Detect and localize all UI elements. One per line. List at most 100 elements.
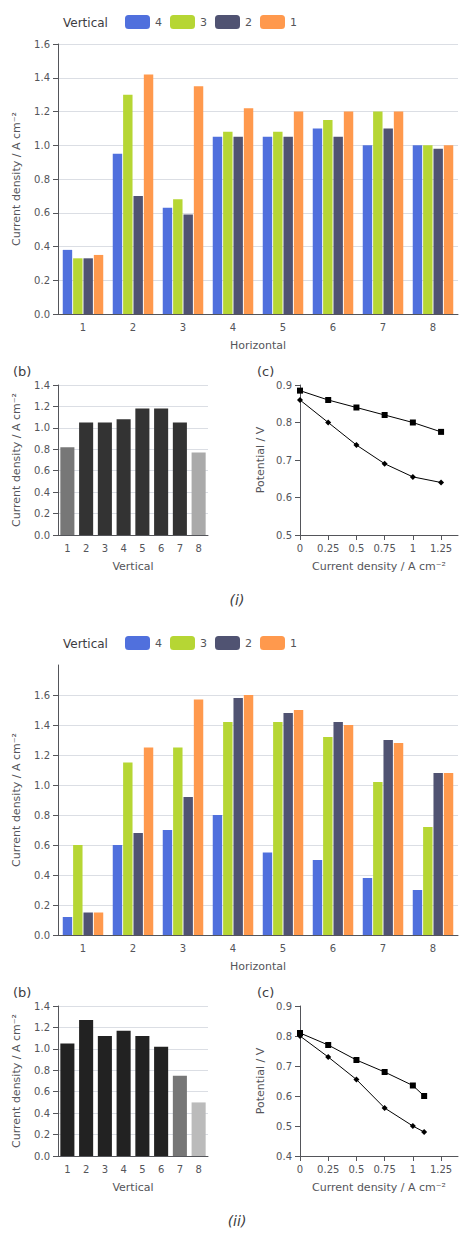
svg-text:0.4: 0.4	[276, 1151, 292, 1162]
svg-text:Current density / A cm⁻²: Current density / A cm⁻²	[10, 1014, 23, 1148]
svg-text:3: 3	[200, 16, 207, 29]
svg-text:0.5: 0.5	[276, 1121, 292, 1132]
svg-text:Vertical: Vertical	[63, 637, 108, 651]
svg-text:5: 5	[139, 543, 145, 554]
svg-text:(c): (c)	[257, 985, 274, 1000]
svg-text:0.0: 0.0	[34, 309, 50, 320]
svg-text:1.2: 1.2	[34, 750, 50, 761]
svg-text:0.8: 0.8	[34, 810, 50, 821]
svg-text:Current density / A cm⁻²: Current density / A cm⁻²	[10, 733, 23, 867]
svg-text:Horizontal: Horizontal	[230, 339, 286, 352]
svg-text:0.2: 0.2	[34, 1129, 50, 1140]
svg-text:1: 1	[290, 16, 297, 29]
svg-text:0.5: 0.5	[348, 543, 364, 554]
svg-text:0: 0	[297, 1164, 303, 1175]
svg-text:2: 2	[130, 322, 136, 333]
svg-text:2: 2	[83, 543, 89, 554]
svg-text:0.25: 0.25	[317, 1164, 339, 1175]
svg-text:6: 6	[158, 543, 164, 554]
svg-text:0.75: 0.75	[374, 543, 396, 554]
svg-text:0.6: 0.6	[276, 1091, 292, 1102]
svg-text:1.25: 1.25	[430, 543, 452, 554]
svg-text:6: 6	[330, 322, 336, 333]
svg-text:Current density / A cm⁻²: Current density / A cm⁻²	[10, 393, 23, 527]
svg-text:5: 5	[139, 1164, 145, 1175]
svg-text:3: 3	[180, 322, 186, 333]
svg-text:8: 8	[195, 1164, 201, 1175]
svg-text:0.6: 0.6	[34, 465, 50, 476]
svg-text:1.4: 1.4	[34, 72, 50, 83]
svg-text:0.25: 0.25	[317, 543, 339, 554]
svg-text:0.2: 0.2	[34, 275, 50, 286]
svg-text:0.4: 0.4	[34, 1108, 50, 1119]
svg-text:Horizontal: Horizontal	[230, 960, 286, 973]
svg-text:3: 3	[200, 637, 207, 650]
svg-text:8: 8	[195, 543, 201, 554]
svg-text:6: 6	[158, 1164, 164, 1175]
svg-text:0.0: 0.0	[34, 530, 50, 541]
svg-text:0.7: 0.7	[276, 455, 292, 466]
svg-text:2: 2	[83, 1164, 89, 1175]
svg-text:7: 7	[177, 1164, 183, 1175]
svg-text:1.0: 1.0	[34, 422, 50, 433]
svg-text:(b): (b)	[13, 364, 31, 379]
svg-text:0.4: 0.4	[34, 870, 50, 881]
svg-text:0.9: 0.9	[276, 380, 292, 391]
svg-text:4: 4	[155, 637, 162, 650]
svg-text:0.4: 0.4	[34, 487, 50, 498]
svg-text:Vertical: Vertical	[112, 560, 153, 573]
svg-text:0.8: 0.8	[34, 444, 50, 455]
svg-text:0.7: 0.7	[276, 1061, 292, 1072]
svg-text:0.5: 0.5	[276, 530, 292, 541]
svg-text:0.2: 0.2	[34, 508, 50, 519]
svg-text:0.8: 0.8	[276, 417, 292, 428]
svg-text:4: 4	[120, 543, 126, 554]
svg-text:1.4: 1.4	[34, 380, 50, 391]
svg-text:4: 4	[155, 16, 162, 29]
svg-text:0.0: 0.0	[34, 1151, 50, 1162]
svg-text:7: 7	[177, 543, 183, 554]
svg-text:0.6: 0.6	[34, 207, 50, 218]
svg-text:2: 2	[245, 637, 252, 650]
svg-text:1: 1	[64, 1164, 70, 1175]
svg-text:8: 8	[430, 943, 436, 954]
svg-text:1.2: 1.2	[34, 106, 50, 117]
svg-text:1.4: 1.4	[34, 720, 50, 731]
svg-text:1: 1	[410, 1164, 416, 1175]
svg-text:1.2: 1.2	[34, 401, 50, 412]
svg-text:3: 3	[102, 543, 108, 554]
svg-text:1.2: 1.2	[34, 1022, 50, 1033]
svg-text:8: 8	[430, 322, 436, 333]
svg-text:Potential / V: Potential / V	[254, 1047, 267, 1114]
svg-text:5: 5	[280, 943, 286, 954]
svg-text:2: 2	[245, 16, 252, 29]
svg-text:1.25: 1.25	[430, 1164, 452, 1175]
svg-text:6: 6	[330, 943, 336, 954]
svg-text:1.4: 1.4	[34, 1001, 50, 1012]
svg-text:1.6: 1.6	[34, 690, 50, 701]
svg-text:1.0: 1.0	[34, 780, 50, 791]
svg-text:Vertical: Vertical	[112, 1181, 153, 1194]
svg-text:1: 1	[80, 943, 86, 954]
svg-text:0.9: 0.9	[276, 1001, 292, 1012]
svg-text:3: 3	[180, 943, 186, 954]
svg-text:(i): (i)	[230, 592, 245, 608]
svg-text:1.0: 1.0	[34, 140, 50, 151]
svg-text:3: 3	[102, 1164, 108, 1175]
svg-text:(b): (b)	[13, 985, 31, 1000]
svg-text:0.5: 0.5	[348, 1164, 364, 1175]
svg-text:1.6: 1.6	[34, 39, 50, 50]
svg-text:0.4: 0.4	[34, 241, 50, 252]
svg-text:1: 1	[80, 322, 86, 333]
svg-text:Current density / A cm⁻²: Current density / A cm⁻²	[312, 1181, 446, 1194]
svg-text:0.6: 0.6	[276, 492, 292, 503]
svg-text:0: 0	[297, 543, 303, 554]
svg-text:0.6: 0.6	[34, 840, 50, 851]
svg-text:4: 4	[120, 1164, 126, 1175]
svg-text:1: 1	[64, 543, 70, 554]
svg-text:1.0: 1.0	[34, 1043, 50, 1054]
svg-text:4: 4	[230, 943, 236, 954]
svg-text:7: 7	[380, 943, 386, 954]
svg-text:1: 1	[410, 543, 416, 554]
svg-text:Current density / A cm⁻²: Current density / A cm⁻²	[312, 560, 446, 573]
